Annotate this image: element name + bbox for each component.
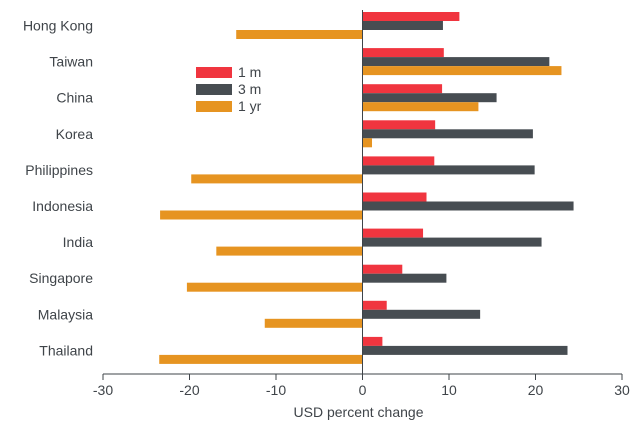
bar-1yr-taiwan	[362, 66, 562, 76]
bar-1yr-thailand	[159, 354, 363, 364]
bar-3m-india	[362, 237, 542, 247]
category-label: Philippines	[25, 162, 93, 178]
x-axis-title: USD percent change	[294, 404, 424, 420]
bar-3m-malaysia	[362, 309, 481, 319]
x-tick-label: -10	[266, 382, 286, 398]
bar-3m-hong-kong	[362, 21, 443, 30]
bar-1yr-philippines	[191, 174, 363, 184]
category-label: India	[63, 234, 94, 250]
bars-group	[159, 12, 574, 364]
bar-1m-korea	[362, 120, 436, 130]
legend-swatch	[196, 84, 232, 95]
bar-1yr-hong-kong	[236, 30, 363, 39]
bar-1yr-korea	[362, 138, 373, 148]
x-tick-label: -20	[179, 382, 199, 398]
x-tick-label: 30	[614, 382, 630, 398]
category-labels: Hong Kong Taiwan China Korea Philippines Indo…	[23, 18, 93, 359]
legend-swatch	[196, 67, 232, 78]
bar-1yr-singapore	[186, 282, 363, 292]
x-axis: -30 -20 -10 0 10 20 30	[93, 373, 630, 398]
bar-1m-china	[362, 84, 443, 94]
category-label: Hong Kong	[23, 18, 93, 34]
bar-3m-korea	[362, 129, 533, 139]
bar-1m-indonesia	[362, 192, 427, 202]
bar-1m-singapore	[362, 264, 403, 274]
bar-3m-taiwan	[362, 57, 550, 67]
bar-3m-indonesia	[362, 201, 574, 211]
category-label: Korea	[56, 126, 94, 142]
category-label: China	[56, 90, 93, 106]
bar-3m-philippines	[362, 165, 535, 175]
legend: 1 m3 m1 yr	[196, 64, 262, 114]
x-tick-label: -30	[93, 382, 113, 398]
x-tick-label: 10	[441, 382, 457, 398]
category-label: Indonesia	[32, 198, 93, 214]
bar-1m-thailand	[362, 336, 383, 346]
bar-3m-china	[362, 93, 497, 103]
bar-1yr-china	[362, 102, 479, 112]
bar-1m-hong-kong	[362, 12, 460, 21]
bar-1yr-india	[216, 246, 363, 256]
x-tick-label: 20	[528, 382, 544, 398]
bar-1m-philippines	[362, 156, 435, 166]
bar-3m-thailand	[362, 345, 568, 355]
category-label: Malaysia	[38, 306, 93, 322]
category-label: Thailand	[39, 342, 93, 358]
legend-label: 3 m	[238, 81, 261, 97]
bar-1m-malaysia	[362, 300, 387, 310]
legend-label: 1 yr	[238, 98, 262, 114]
bar-1yr-indonesia	[160, 210, 363, 220]
bar-3m-singapore	[362, 273, 447, 283]
x-tick-label: 0	[359, 382, 367, 398]
category-label: Singapore	[29, 270, 93, 286]
bar-1yr-malaysia	[264, 318, 363, 328]
bar-1m-india	[362, 228, 424, 238]
legend-label: 1 m	[238, 64, 261, 80]
bar-1m-taiwan	[362, 48, 444, 58]
legend-swatch	[196, 101, 232, 112]
category-label: Taiwan	[49, 54, 93, 70]
